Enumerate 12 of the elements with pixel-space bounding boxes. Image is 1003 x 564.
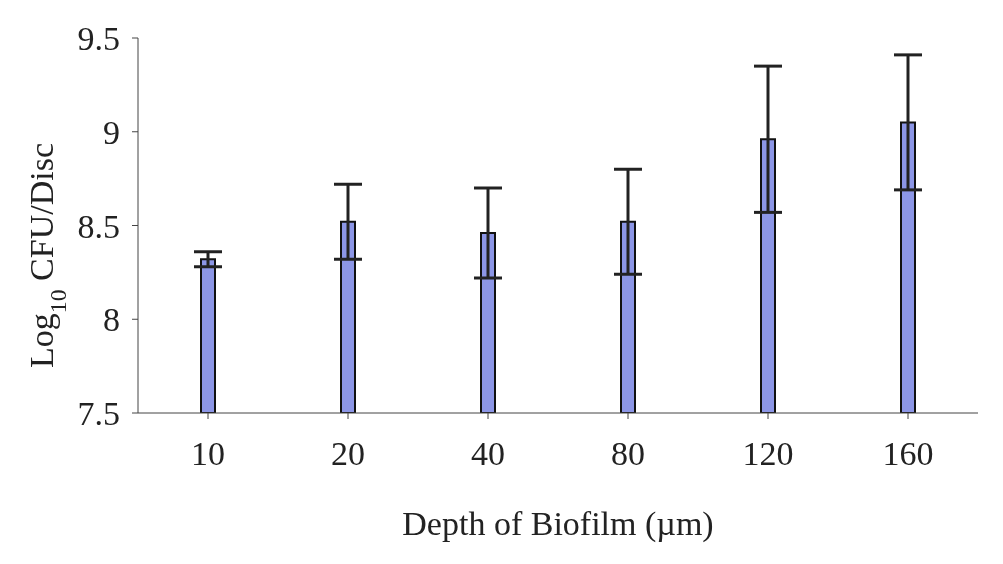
x-axis-title: Depth of Biofilm (µm) — [401, 505, 715, 543]
x-tick-label: 120 — [742, 435, 794, 473]
y-tick-label: 9 — [103, 113, 120, 151]
x-tick-label: 10 — [191, 435, 225, 473]
y-tick-label: 8.5 — [77, 207, 120, 245]
x-tick-label: 40 — [471, 435, 505, 473]
x-tick-label: 160 — [882, 435, 934, 473]
y-tick-label: 7.5 — [77, 395, 120, 433]
x-tick-label: 20 — [331, 435, 365, 473]
y-tick-label: 9.5 — [77, 20, 120, 58]
x-tick-label: 80 — [611, 435, 645, 473]
y-tick-label: 8 — [103, 301, 120, 339]
